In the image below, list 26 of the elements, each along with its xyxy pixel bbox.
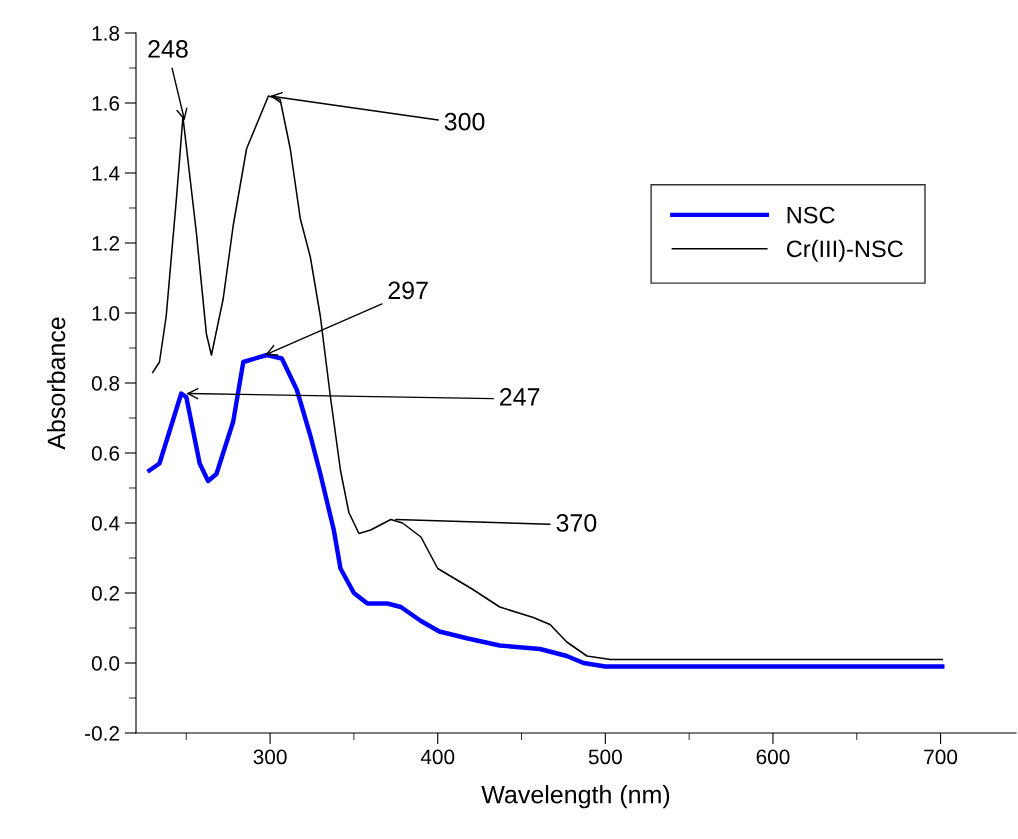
annotation: 297	[388, 281, 428, 300]
y-tick-label: 0.6	[91, 446, 120, 461]
y-tick-label: -0.2	[85, 726, 119, 741]
x-tick-label: 500	[588, 749, 622, 765]
annotation: 247	[500, 388, 540, 406]
y-tick-label: 1.6	[92, 96, 120, 111]
legend-label: NSC	[787, 206, 835, 224]
annotation: 370	[556, 514, 597, 532]
y-axis-title: Absorbance	[46, 317, 66, 450]
legend-label: Cr(III)-NSC	[786, 239, 903, 262]
annotation: 248	[148, 40, 188, 58]
y-tick-label: 0.4	[91, 516, 120, 531]
y-tick-label: 1.0	[92, 306, 120, 321]
y-tick-label: 1.4	[92, 166, 120, 181]
x-tick-label: 700	[924, 749, 958, 765]
x-tick-label: 400	[420, 749, 455, 765]
x-tick-label: 300	[253, 749, 287, 765]
line-series	[147, 352, 945, 669]
y-tick-label: 1.2	[92, 236, 119, 251]
y-tick-label: 0.0	[91, 656, 120, 671]
y-tick-label: 0.8	[91, 376, 120, 391]
y-tick-label: 1.8	[92, 26, 120, 41]
x-tick-label: 600	[756, 749, 790, 765]
y-tick-label: 0.2	[91, 586, 119, 601]
x-axis-title: Wavelength (nm)	[481, 785, 670, 809]
annotation: 300	[444, 112, 485, 131]
